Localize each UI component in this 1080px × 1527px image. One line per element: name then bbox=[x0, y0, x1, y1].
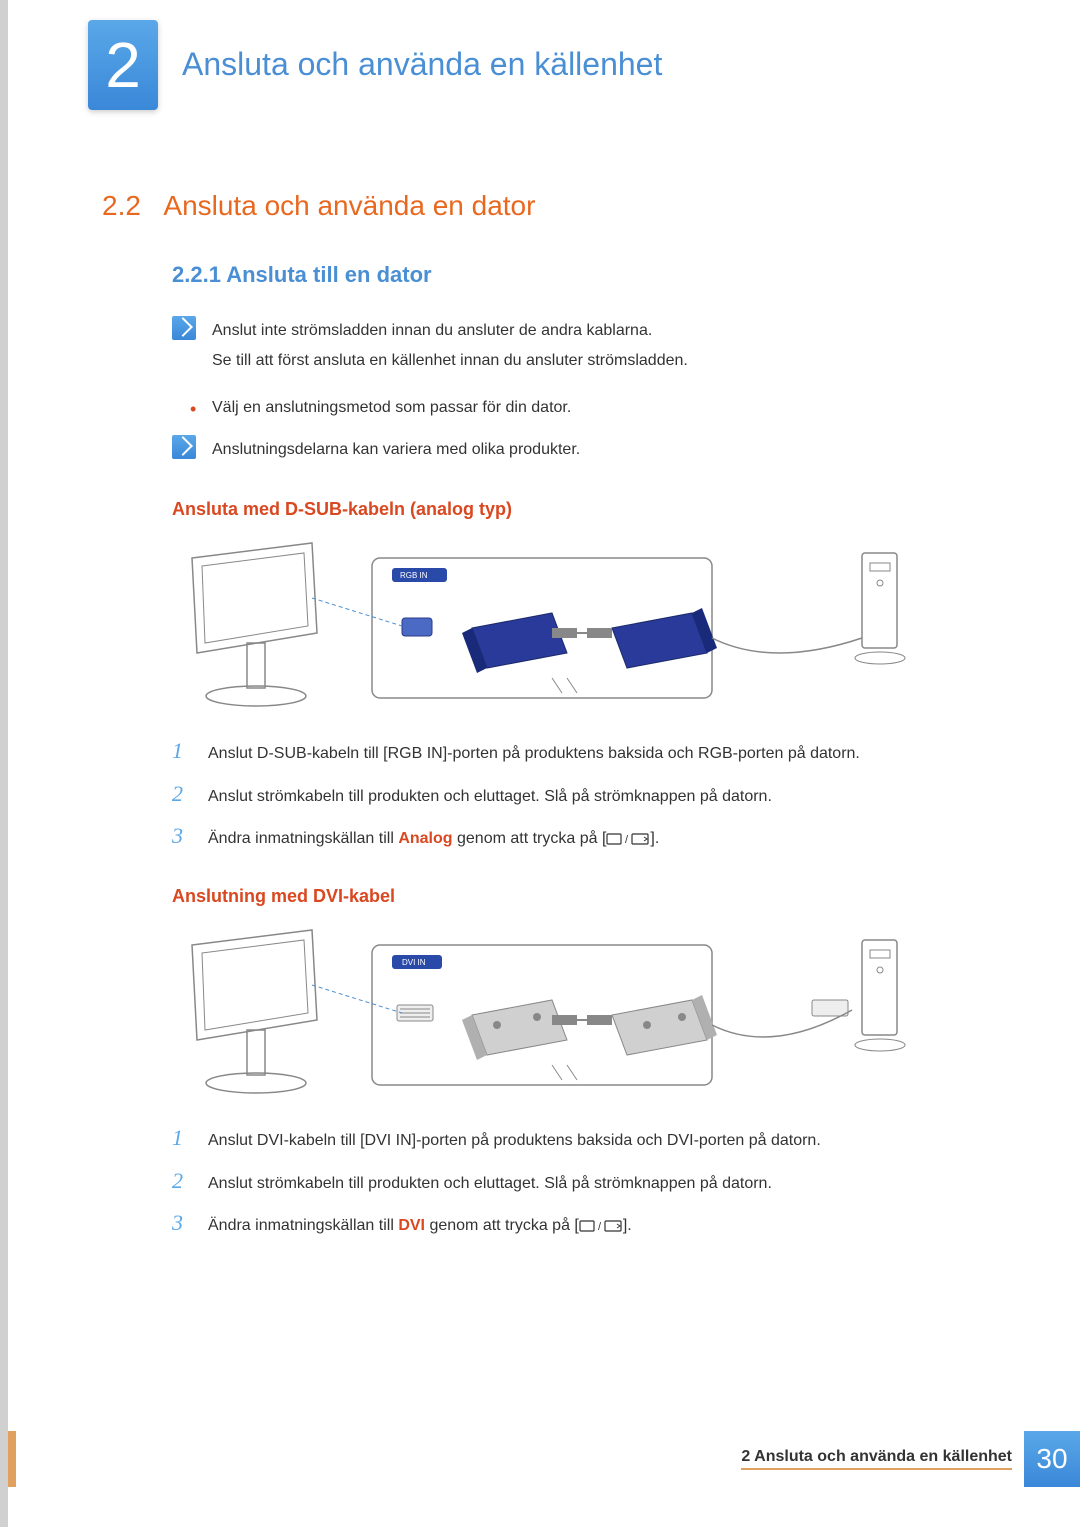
dvi-connector-2 bbox=[587, 995, 717, 1055]
rgb-port-icon bbox=[402, 618, 432, 636]
source-button-icon: / bbox=[606, 832, 650, 846]
dsub-steps: 1 Anslut D-SUB-kabeln till [RGB IN]-port… bbox=[172, 738, 980, 852]
section-2-2: 2.2 Ansluta och använda en dator 2.2.1 A… bbox=[8, 190, 1080, 1239]
note1-line2: Se till att först ansluta en källenhet i… bbox=[212, 346, 688, 376]
note-block-1: Anslut inte strömsladden innan du anslut… bbox=[172, 316, 980, 377]
subsection-2-2-1: 2.2.1 Ansluta till en dator Anslut inte … bbox=[102, 262, 980, 1239]
step-item: 1 Anslut DVI-kabeln till [DVI IN]-porten… bbox=[172, 1125, 980, 1154]
note2-text: Anslutningsdelarna kan variera med olika… bbox=[212, 435, 580, 465]
dsub-connector-1 bbox=[462, 613, 577, 673]
subsection-title: Ansluta till en dator bbox=[226, 262, 431, 287]
chapter-header: 2 Ansluta och använda en källenhet bbox=[8, 0, 1080, 110]
step-number: 1 bbox=[172, 738, 192, 764]
dvi-steps: 1 Anslut DVI-kabeln till [DVI IN]-porten… bbox=[172, 1125, 980, 1239]
dsub-connector-2 bbox=[587, 608, 717, 668]
step-text: Anslut strömkabeln till produkten och el… bbox=[208, 1171, 772, 1197]
dsub-heading: Ansluta med D-SUB-kabeln (analog typ) bbox=[172, 499, 980, 520]
step-item: 2 Anslut strömkabeln till produkten och … bbox=[172, 1168, 980, 1197]
port-label-text: RGB IN bbox=[400, 571, 428, 580]
chapter-title: Ansluta och använda en källenhet bbox=[182, 46, 662, 83]
note-icon bbox=[172, 435, 196, 459]
subsection-heading: 2.2.1 Ansluta till en dator bbox=[172, 262, 980, 288]
step-text: Ändra inmatningskällan till Analog genom… bbox=[208, 826, 659, 852]
pc-icon bbox=[855, 553, 905, 664]
section-title: Ansluta och använda en dator bbox=[163, 190, 535, 221]
chapter-number-box: 2 bbox=[88, 20, 158, 110]
step-item: 3 Ändra inmatningskällan till Analog gen… bbox=[172, 823, 980, 852]
pc-icon bbox=[855, 940, 905, 1051]
bullet-1: Välj en anslutningsmetod som passar för … bbox=[172, 399, 980, 417]
step-number: 3 bbox=[172, 1210, 192, 1236]
note-icon bbox=[172, 316, 196, 340]
highlight-analog: Analog bbox=[398, 830, 452, 847]
svg-text:/: / bbox=[625, 834, 629, 846]
subsection-number: 2.2.1 bbox=[172, 262, 221, 287]
footer-text: 2 Ansluta och använda en källenhet bbox=[741, 1448, 1012, 1470]
step-text: Ändra inmatningskällan till DVI genom at… bbox=[208, 1213, 632, 1239]
step-item: 2 Anslut strömkabeln till produkten och … bbox=[172, 781, 980, 810]
source-button-icon: / bbox=[579, 1219, 623, 1233]
note1-line1: Anslut inte strömsladden innan du anslut… bbox=[212, 316, 688, 346]
step-number: 1 bbox=[172, 1125, 192, 1151]
dvi-heading: Anslutning med DVI-kabel bbox=[172, 886, 980, 907]
step-item: 1 Anslut D-SUB-kabeln till [RGB IN]-port… bbox=[172, 738, 980, 767]
step-number: 2 bbox=[172, 781, 192, 807]
page-footer: 2 Ansluta och använda en källenhet 30 bbox=[741, 1431, 1080, 1487]
cable-to-pc bbox=[712, 638, 862, 653]
step-text: Anslut strömkabeln till produkten och el… bbox=[208, 784, 772, 810]
dsub-diagram: RGB IN bbox=[172, 538, 912, 718]
section-number: 2.2 bbox=[102, 190, 141, 222]
step-number: 3 bbox=[172, 823, 192, 849]
svg-text:/: / bbox=[598, 1221, 602, 1233]
page-number: 30 bbox=[1036, 1443, 1067, 1475]
section-heading: 2.2 Ansluta och använda en dator bbox=[102, 190, 980, 222]
step-text: Anslut DVI-kabeln till [DVI IN]-porten p… bbox=[208, 1128, 821, 1154]
connection-line bbox=[312, 985, 402, 1013]
step-text: Anslut D-SUB-kabeln till [RGB IN]-porten… bbox=[208, 741, 860, 767]
dvi-connector-1 bbox=[462, 1000, 577, 1060]
pc-dvi-port bbox=[812, 1000, 848, 1016]
highlight-dvi: DVI bbox=[398, 1217, 425, 1234]
monitor-icon bbox=[192, 930, 317, 1093]
port-label-text: DVI IN bbox=[402, 958, 426, 967]
dvi-diagram: DVI IN bbox=[172, 925, 912, 1105]
step-item: 3 Ändra inmatningskällan till DVI genom … bbox=[172, 1210, 980, 1239]
step-number: 2 bbox=[172, 1168, 192, 1194]
note-text: Anslut inte strömsladden innan du anslut… bbox=[212, 316, 688, 377]
side-accent bbox=[8, 1431, 16, 1487]
note-block-2: Anslutningsdelarna kan variera med olika… bbox=[172, 435, 980, 465]
monitor-icon bbox=[192, 543, 317, 706]
chapter-number: 2 bbox=[105, 28, 141, 102]
connection-line bbox=[312, 598, 402, 626]
page-number-box: 30 bbox=[1024, 1431, 1080, 1487]
